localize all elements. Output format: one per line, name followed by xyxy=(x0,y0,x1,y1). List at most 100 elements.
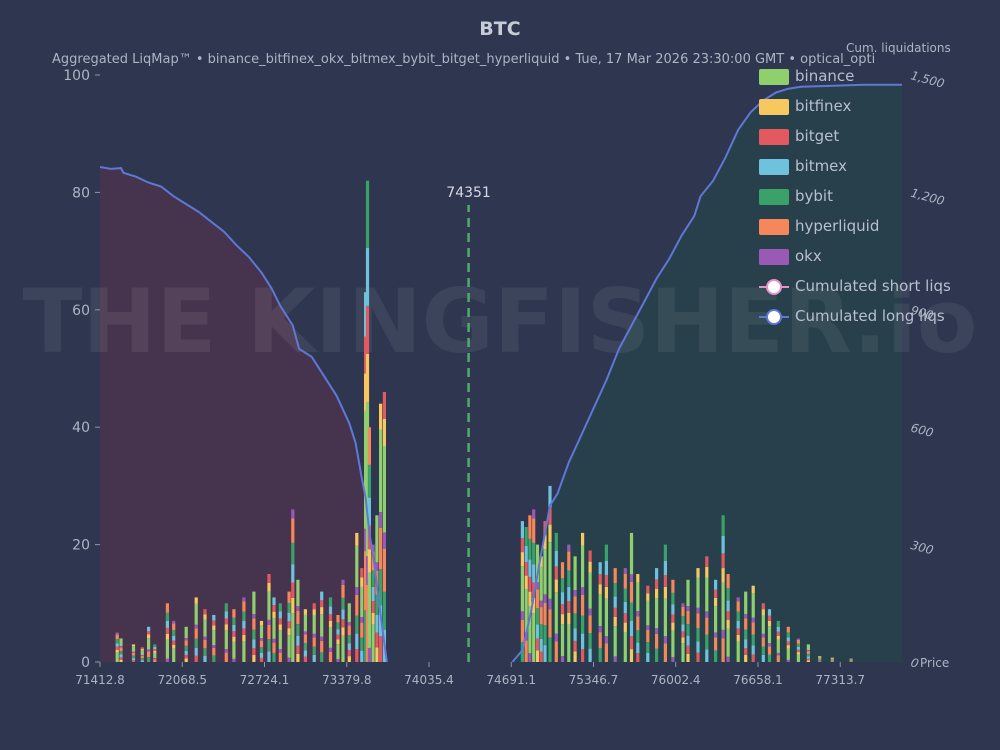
liquidation-bar-segment xyxy=(119,646,123,648)
liquidation-bar-segment xyxy=(598,626,602,633)
liquidation-bar-segment xyxy=(849,660,853,662)
liquidation-bar-segment xyxy=(336,639,340,645)
liquidation-bar-segment xyxy=(573,590,577,597)
liquidation-bar-segment xyxy=(242,597,246,602)
x-axis-tick-label: 75346.7 xyxy=(569,673,619,687)
liquidation-bar-segment xyxy=(212,620,216,626)
liquidation-bar-segment xyxy=(520,642,524,662)
liquidation-bar-segment xyxy=(278,603,282,612)
liquidation-bar-segment xyxy=(194,655,198,662)
liquidation-bar-segment xyxy=(140,647,144,649)
liquidation-bar-segment xyxy=(153,650,157,653)
liquidation-bar-segment xyxy=(613,626,617,657)
liquidation-bar-segment xyxy=(312,646,316,655)
liquidation-bar-segment xyxy=(252,639,256,648)
liquidation-bar-segment xyxy=(671,614,675,623)
liquidation-bar-segment xyxy=(681,616,685,625)
liquidation-bar-segment xyxy=(636,610,640,617)
liquidation-bar-segment xyxy=(364,373,368,411)
liquidation-bar-segment xyxy=(278,630,282,650)
liquidation-bar-segment xyxy=(681,631,685,638)
liquidation-bar-segment xyxy=(528,576,532,592)
liquidation-bar-segment xyxy=(686,645,690,654)
liquidation-bar-segment xyxy=(212,630,216,646)
liquidation-bar-segment xyxy=(629,602,634,621)
liquidation-bar-segment xyxy=(532,518,536,543)
liquidation-bar-segment xyxy=(328,597,333,607)
liquidation-bar-segment xyxy=(588,615,592,633)
liquidation-bar-segment xyxy=(194,628,198,639)
liquidation-bar-segment xyxy=(341,584,345,598)
liquidation-bar-segment xyxy=(767,609,772,616)
liquidation-bar-segment xyxy=(153,644,157,647)
liquidation-bar-segment xyxy=(543,645,547,662)
liquidation-bar-segment xyxy=(796,654,800,662)
liquidation-bar-segment xyxy=(686,579,690,607)
liquidation-bar-segment xyxy=(761,637,765,647)
liquidation-bar-segment xyxy=(604,575,608,587)
liquidation-bar-segment xyxy=(303,631,307,635)
liquidation-bar-segment xyxy=(671,622,675,631)
liquidation-bar-segment xyxy=(147,631,151,635)
liquidation-bar-segment xyxy=(165,633,169,640)
liquidation-bar-segment xyxy=(267,651,271,662)
liquidation-bar-segment xyxy=(761,655,765,662)
liquidation-bar-segment xyxy=(328,651,333,662)
liquidation-bar-segment xyxy=(524,562,528,576)
liquidation-bar-segment xyxy=(543,625,547,646)
liquidation-bar-segment xyxy=(806,650,810,652)
liquidation-bar-segment xyxy=(115,634,119,640)
liquidation-bar-segment xyxy=(232,631,236,637)
liquidation-bar-segment xyxy=(806,656,810,659)
liquidation-bar-segment xyxy=(165,603,169,613)
liquidation-bar-segment xyxy=(588,572,592,609)
liquidation-bar-segment xyxy=(328,627,333,648)
liquidation-bar-segment xyxy=(278,618,282,625)
cumulated-long-liqs-line xyxy=(511,83,902,663)
liquidation-bar-segment xyxy=(232,641,236,659)
liquidation-bar-segment xyxy=(203,614,207,620)
liquidation-bar-segment xyxy=(767,654,772,662)
liquidation-bar-segment xyxy=(296,635,300,646)
liquidation-bar-segment xyxy=(360,577,364,587)
liquidation-bar-segment xyxy=(613,656,617,662)
liquidation-bar-segment xyxy=(360,637,364,651)
liquidation-bar-segment xyxy=(528,538,532,560)
liquidation-bar-segment xyxy=(379,512,383,528)
y-axis-tick-label: 40 xyxy=(72,420,90,436)
liquidation-bar-segment xyxy=(153,652,157,659)
y2-axis-tick-label: 300 xyxy=(909,538,935,558)
liquidation-bar-segment xyxy=(147,657,151,662)
liquidation-bar-segment xyxy=(751,622,755,635)
liquidation-bar-segment xyxy=(573,628,577,641)
liquidation-bar-segment xyxy=(818,656,822,657)
liquidation-bar-segment xyxy=(119,638,123,646)
secondary-axis-title: Cum. liquidations xyxy=(846,41,951,55)
liquidation-bar-segment xyxy=(806,644,810,650)
liquidation-bar-segment xyxy=(714,606,718,633)
liquidation-bar-segment xyxy=(655,579,659,589)
liquidation-bar-segment xyxy=(714,597,718,607)
legend-swatch-bitmex xyxy=(759,159,789,175)
legend-marker-short xyxy=(766,279,782,295)
liquidation-bar-segment xyxy=(613,607,617,617)
liquidation-bar-segment xyxy=(786,659,790,662)
liquidation-bar-segment xyxy=(786,626,790,633)
liquidation-bar-segment xyxy=(364,551,368,611)
liquidation-bar-segment xyxy=(312,603,316,610)
liquidation-bar-segment xyxy=(524,589,528,633)
liquidation-bar-segment xyxy=(528,515,532,539)
liquidation-bar-segment xyxy=(532,564,536,583)
liquidation-bar-segment xyxy=(367,549,371,573)
liquidation-bar-segment xyxy=(535,638,540,651)
liquidation-bar-segment xyxy=(224,652,228,662)
legend-label: binance xyxy=(795,67,855,85)
liquidation-bar-segment xyxy=(242,634,246,642)
liquidation-bar-segment xyxy=(172,640,176,645)
liquidation-bar-segment xyxy=(291,597,295,614)
liquidation-bar-segment xyxy=(744,614,748,619)
liquidation-bar-segment xyxy=(646,601,650,626)
liquidation-bar-segment xyxy=(278,649,282,653)
liquidation-bar-segment xyxy=(796,639,800,644)
liquidation-bar-segment xyxy=(849,659,853,661)
